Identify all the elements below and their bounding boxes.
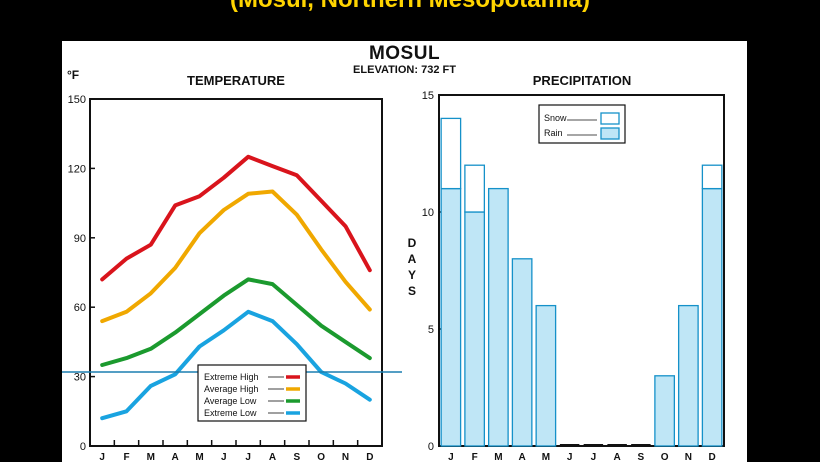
- precipitation-legend-swatch: [600, 127, 620, 140]
- temperature-series-extreme-high: [100, 154, 372, 282]
- rain-bar: [701, 187, 723, 447]
- temperature-x-tick-label: J: [245, 452, 251, 462]
- temperature-x-tick-label: M: [147, 452, 155, 462]
- precipitation-y-tick-label: 0: [428, 441, 434, 453]
- temperature-x-tick-label: D: [366, 452, 373, 462]
- temperature-legend-label: Extreme High: [204, 372, 259, 382]
- snow-bar: [701, 164, 723, 190]
- precipitation-plot-frame: [438, 94, 725, 447]
- temperature-x-tick-label: O: [317, 452, 325, 462]
- temperature-series-average-low: [100, 277, 372, 367]
- precipitation-legend-swatch: [600, 112, 620, 125]
- precipitation-y-tick-label: 10: [422, 207, 434, 219]
- precipitation-y-axis-label-letter: A: [408, 252, 417, 266]
- precipitation-x-tick-label: S: [638, 452, 645, 462]
- temperature-legend-label: Average Low: [204, 396, 257, 406]
- precipitation-x-tick-label: J: [567, 452, 573, 462]
- precipitation-x-tick-label: J: [448, 452, 454, 462]
- temperature-x-tick-label: J: [99, 452, 105, 462]
- precipitation-x-tick-label: O: [661, 452, 669, 462]
- temperature-x-tick-label: S: [293, 452, 300, 462]
- temperature-x-tick-label: M: [195, 452, 203, 462]
- temperature-y-tick-label: 120: [68, 163, 86, 175]
- temperature-y-tick-label: 90: [74, 233, 86, 245]
- precipitation-x-tick-label: F: [472, 452, 478, 462]
- temperature-x-tick-label: A: [269, 452, 276, 462]
- station-name: MOSUL: [368, 43, 441, 64]
- slide-header: (Mosul, Northern Mesopotamia): [0, 0, 820, 14]
- precipitation-x-tick-label: M: [542, 452, 550, 462]
- temperature-y-tick-label: 150: [68, 94, 86, 106]
- rain-bar: [511, 258, 533, 447]
- precipitation-x-tick-label: M: [494, 452, 502, 462]
- temperature-series-extreme-low: [100, 309, 372, 421]
- precipitation-x-tick-label: A: [519, 452, 526, 462]
- climate-panel: MOSUL ELEVATION: 732 FT TEMPERATURE °F 0 30…: [62, 41, 747, 462]
- station-elevation: ELEVATION: 732 FT: [353, 64, 456, 76]
- rain-bar: [654, 375, 676, 447]
- temperature-y-tick-label: 30: [74, 372, 86, 384]
- rain-bar: [677, 304, 699, 447]
- temperature-y-tick-label: 60: [74, 302, 86, 314]
- precipitation-y-tick-label: 5: [428, 324, 434, 336]
- rain-bar: [487, 187, 509, 447]
- snow-bar: [440, 117, 462, 190]
- temperature-y-axis-label: °F: [67, 68, 79, 82]
- precipitation-title: PRECIPITATION: [533, 73, 631, 88]
- temperature-x-tick-label: A: [172, 452, 179, 462]
- precipitation-y-axis-label-letter: S: [408, 284, 416, 298]
- rain-bar: [535, 304, 557, 447]
- temperature-y-tick-label: 0: [80, 441, 86, 453]
- rain-bar: [464, 211, 486, 447]
- precipitation-y-axis-label-letter: Y: [408, 268, 416, 282]
- precipitation-x-tick-label: N: [685, 452, 692, 462]
- temperature-x-tick-label: F: [123, 452, 129, 462]
- temperature-series-average-high: [100, 189, 372, 324]
- temperature-chart: TEMPERATURE °F 0 30 60 90 120 150 J F M A M J J A S O N D Ex…: [62, 68, 402, 462]
- temperature-legend-label: Extreme Low: [204, 408, 257, 418]
- precipitation-y-axis-label-letter: D: [408, 236, 417, 250]
- precipitation-x-tick-label: A: [614, 452, 621, 462]
- temperature-x-tick-label: N: [342, 452, 349, 462]
- precipitation-legend-label: Rain: [544, 128, 563, 138]
- precipitation-x-tick-label: D: [709, 452, 716, 462]
- snow-bar: [464, 164, 486, 213]
- precipitation-y-tick-label: 15: [422, 90, 434, 102]
- temperature-x-tick-label: J: [221, 452, 227, 462]
- temperature-legend-label: Average High: [204, 384, 258, 394]
- rain-bar: [440, 187, 462, 447]
- precipitation-legend-label: Snow: [544, 113, 567, 123]
- temperature-title: TEMPERATURE: [187, 73, 285, 88]
- precipitation-x-tick-label: J: [591, 452, 597, 462]
